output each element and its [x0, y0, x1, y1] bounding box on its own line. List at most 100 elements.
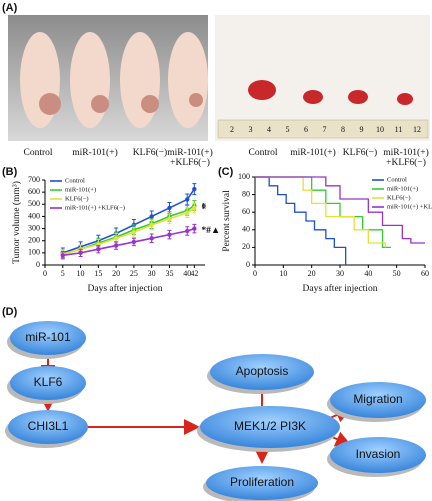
y-tick-label: 20	[242, 242, 250, 251]
y-tick-label: 700	[28, 175, 40, 184]
point	[185, 228, 190, 234]
node-label: Invasion	[356, 447, 401, 461]
ruler-number: 6	[304, 125, 308, 134]
legend-label: Control	[387, 176, 407, 183]
legend-label: miR-101(+) +KLF6(−)	[65, 204, 125, 211]
node	[210, 354, 314, 390]
node	[200, 406, 340, 448]
y-tick-label: 500	[28, 199, 40, 208]
x-tick-label: 5	[61, 269, 65, 278]
ruler-number: 5	[286, 125, 290, 134]
node-label: KLF6	[34, 375, 63, 389]
x-tick-label: 42	[190, 269, 198, 278]
ruler-number: 2	[230, 125, 234, 134]
y-tick-label: 400	[28, 211, 40, 220]
point	[192, 226, 197, 231]
point	[192, 205, 197, 211]
ruler-number: 7	[323, 125, 327, 134]
ruler-number: 12	[413, 125, 421, 134]
x-tick-label: 50	[393, 269, 401, 278]
point	[167, 216, 172, 222]
ruler-number: 9	[360, 125, 364, 134]
y-tick-label: 200	[28, 236, 40, 245]
x-tick-label: 20	[112, 269, 120, 278]
panel-label: (A)	[2, 2, 18, 14]
photo-label: KLF6(−)	[343, 147, 377, 158]
x-tick-label: 40	[183, 269, 191, 278]
ruler-number: 8	[341, 125, 345, 134]
photo-label: miR-101(+)	[383, 147, 428, 158]
survival-curve	[255, 176, 386, 248]
y-tick-label: 600	[28, 187, 40, 196]
x-tick-label: 0	[43, 269, 47, 278]
survival-curve	[255, 176, 347, 265]
node-label: miR-101	[25, 330, 71, 344]
annotation: *#▲	[201, 226, 220, 236]
legend-label: KLF6(−)	[387, 194, 411, 201]
node-label: Apoptosis	[236, 364, 289, 378]
point	[167, 232, 172, 237]
x-tick-label: 40	[364, 269, 372, 278]
annotation: *	[201, 205, 206, 215]
point	[78, 250, 83, 256]
ruler-number: 3	[249, 125, 253, 134]
panel-label: (C)	[218, 166, 234, 178]
x-tick-label: 20	[308, 269, 316, 278]
x-tick-label: 10	[279, 269, 287, 278]
node-label: Proliferation	[230, 475, 294, 489]
point	[185, 197, 190, 202]
photo-tumors	[215, 15, 430, 141]
y-axis-label: Percent survival	[222, 190, 232, 252]
node	[10, 321, 86, 355]
point	[113, 243, 119, 248]
point	[131, 230, 137, 235]
node	[330, 382, 426, 418]
x-tick-label: 15	[94, 269, 102, 278]
point	[131, 239, 137, 245]
y-tick-label: 40	[242, 225, 250, 234]
x-tick-label: 30	[148, 269, 156, 278]
point	[149, 214, 154, 219]
legend-label: miR-101(+) +KLF6(−)	[387, 203, 432, 210]
x-tick-label: 60	[421, 269, 429, 278]
point	[167, 205, 172, 211]
ruler-number: 11	[395, 125, 403, 134]
photo-label: +KLF6(−)	[170, 157, 210, 168]
point	[185, 210, 190, 215]
x-tick-label: 10	[77, 269, 85, 278]
panel-label: (B)	[2, 166, 18, 178]
x-axis-label: Days after injection	[303, 283, 378, 294]
x-tick-label: 0	[253, 269, 257, 278]
node-label: MEK1/2 PI3K	[234, 419, 306, 433]
node	[10, 366, 86, 400]
photo-mice	[8, 15, 208, 141]
survival-curve	[255, 176, 425, 244]
photo-labels: Control miR-101(+) KLF6(−) miR-101(+)+KLF6(…	[23, 147, 428, 168]
point	[149, 222, 154, 228]
x-axis-label: Days after injection	[88, 283, 163, 294]
ruler: 2 3 4 5 6 7 8 9 10 11 12	[230, 125, 421, 134]
x-tick-label: 35	[165, 269, 173, 278]
y-axis-label: Tumor volume (mm³)	[11, 181, 22, 264]
node	[8, 410, 88, 444]
photo-label: miR-101(+)	[290, 147, 335, 158]
legend-label: miR-101(+)	[387, 185, 418, 192]
node-label: Migration	[353, 392, 402, 406]
y-tick-label: 300	[28, 223, 40, 232]
ruler-number: 4	[267, 125, 271, 134]
ruler-number: 10	[376, 125, 384, 134]
annotation: *	[201, 203, 206, 213]
point	[96, 247, 101, 252]
photo-label: Control	[23, 148, 52, 158]
photo-label: +KLF6(−)	[386, 157, 426, 168]
x-tick-label: 25	[130, 269, 138, 278]
y-tick-label: 0	[36, 260, 40, 269]
point	[149, 236, 154, 241]
pathway-nodes: miR-101 KLF6 CHI3L1 Apoptosis MEK1/2 PI3K Pro…	[5, 321, 426, 501]
survival-curve	[255, 176, 391, 249]
legend-label: Control	[65, 177, 85, 184]
photo-label: Control	[248, 148, 277, 158]
y-tick-label: 60	[242, 207, 250, 216]
